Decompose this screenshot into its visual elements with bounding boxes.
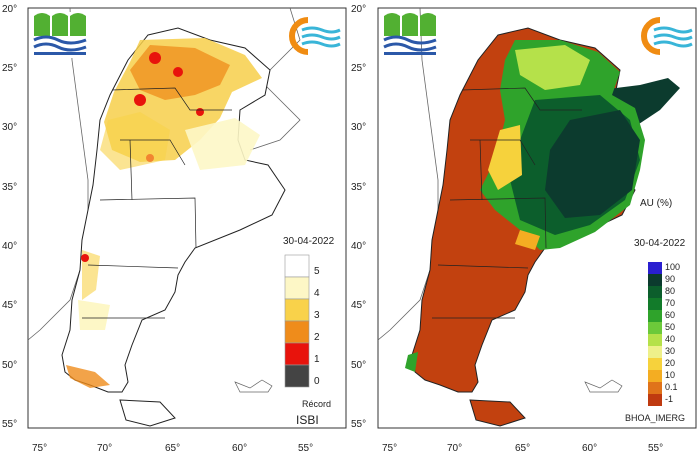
lon-label: 75° [32,443,47,454]
right-date-label: 30-04-2022 [634,238,686,249]
legend-swatch [284,364,310,388]
legend-label: 0 [314,376,320,387]
legend-label: 50 [665,322,675,332]
legend-swatch [648,334,662,346]
agency-logo [289,17,341,55]
right-map-panel: 20° 25° 30° 35° 40° 45° 50° 55° 75° 70° … [351,4,697,454]
lat-label: 25° [351,63,366,74]
lat-label: 50° [351,360,366,371]
legend-swatch [648,346,662,358]
lon-label: 65° [165,443,180,454]
legend-swatch [284,342,310,366]
right-legend: 100 90 80 70 60 50 40 30 20 10 0.1 -1 BH… [625,262,685,423]
legend-label: -1 [665,394,673,404]
ina-logo [32,12,88,58]
legend-swatch [648,262,662,274]
legend-label: 40 [665,334,675,344]
legend-label: 100 [665,262,680,272]
legend-label: 3 [314,310,320,321]
lat-label: 55° [2,419,17,430]
left-legend: 5 4 3 2 1 0 Récord ISBI [284,254,331,427]
lon-label: 55° [648,443,663,454]
lat-label: 35° [2,182,17,193]
agency-logo [641,17,693,55]
lat-label: 20° [2,4,17,15]
lon-label: 75° [382,443,397,454]
legend-label: 70 [665,298,675,308]
legend-label: 80 [665,286,675,296]
lon-label: 60° [232,443,247,454]
lon-label: 60° [582,443,597,454]
legend-label: 0.1 [665,382,678,392]
legend-swatch [648,394,662,406]
legend-swatch [648,370,662,382]
variable-label: AU (%) [640,198,672,209]
legend-record-label: Récord [302,399,331,409]
lat-label: 40° [2,241,17,252]
right-lat-axis: 20° 25° 30° 35° 40° 45° 50° 55° [351,4,366,430]
legend-label: 1 [314,354,320,365]
legend-title: ISBI [296,413,319,427]
legend-label: 2 [314,332,320,343]
lat-label: 30° [351,122,366,133]
legend-swatch [648,286,662,298]
ina-logo [383,13,437,55]
legend-label: 90 [665,274,675,284]
legend-label: 10 [665,370,675,380]
legend-swatch [648,298,662,310]
right-lon-axis: 75° 70° 65° 60° 55° [382,443,663,454]
legend-swatch [648,382,662,394]
lon-label: 70° [447,443,462,454]
lon-label: 55° [298,443,313,454]
source-label: BHOA_IMERG [625,413,685,423]
legend-label: 5 [314,266,320,277]
lat-label: 45° [2,300,17,311]
left-map-panel: 20° 25° 30° 35° 40° 45° 50° 55° 75° 70° … [2,4,347,454]
lon-label: 65° [515,443,530,454]
legend-swatch [284,276,310,300]
lat-label: 20° [351,4,366,15]
lat-label: 50° [2,360,17,371]
legend-label: 4 [314,288,320,299]
legend-swatch [284,320,310,344]
lat-label: 40° [351,241,366,252]
lat-label: 25° [2,63,17,74]
lat-label: 55° [351,419,366,430]
legend-swatch [648,274,662,286]
left-date-label: 30-04-2022 [283,236,335,247]
legend-label: 60 [665,310,675,320]
lat-label: 30° [2,122,17,133]
legend-swatch [648,358,662,370]
left-lon-axis: 75° 70° 65° 60° 55° [32,443,313,454]
legend-label: 20 [665,358,675,368]
legend-swatch [648,322,662,334]
left-lat-axis: 20° 25° 30° 35° 40° 45° 50° 55° [2,4,17,430]
lon-label: 70° [97,443,112,454]
legend-swatch [284,298,310,322]
legend-swatch [648,310,662,322]
legend-label: 30 [665,346,675,356]
legend-swatch [284,254,310,278]
lat-label: 45° [351,300,366,311]
lat-label: 35° [351,182,366,193]
